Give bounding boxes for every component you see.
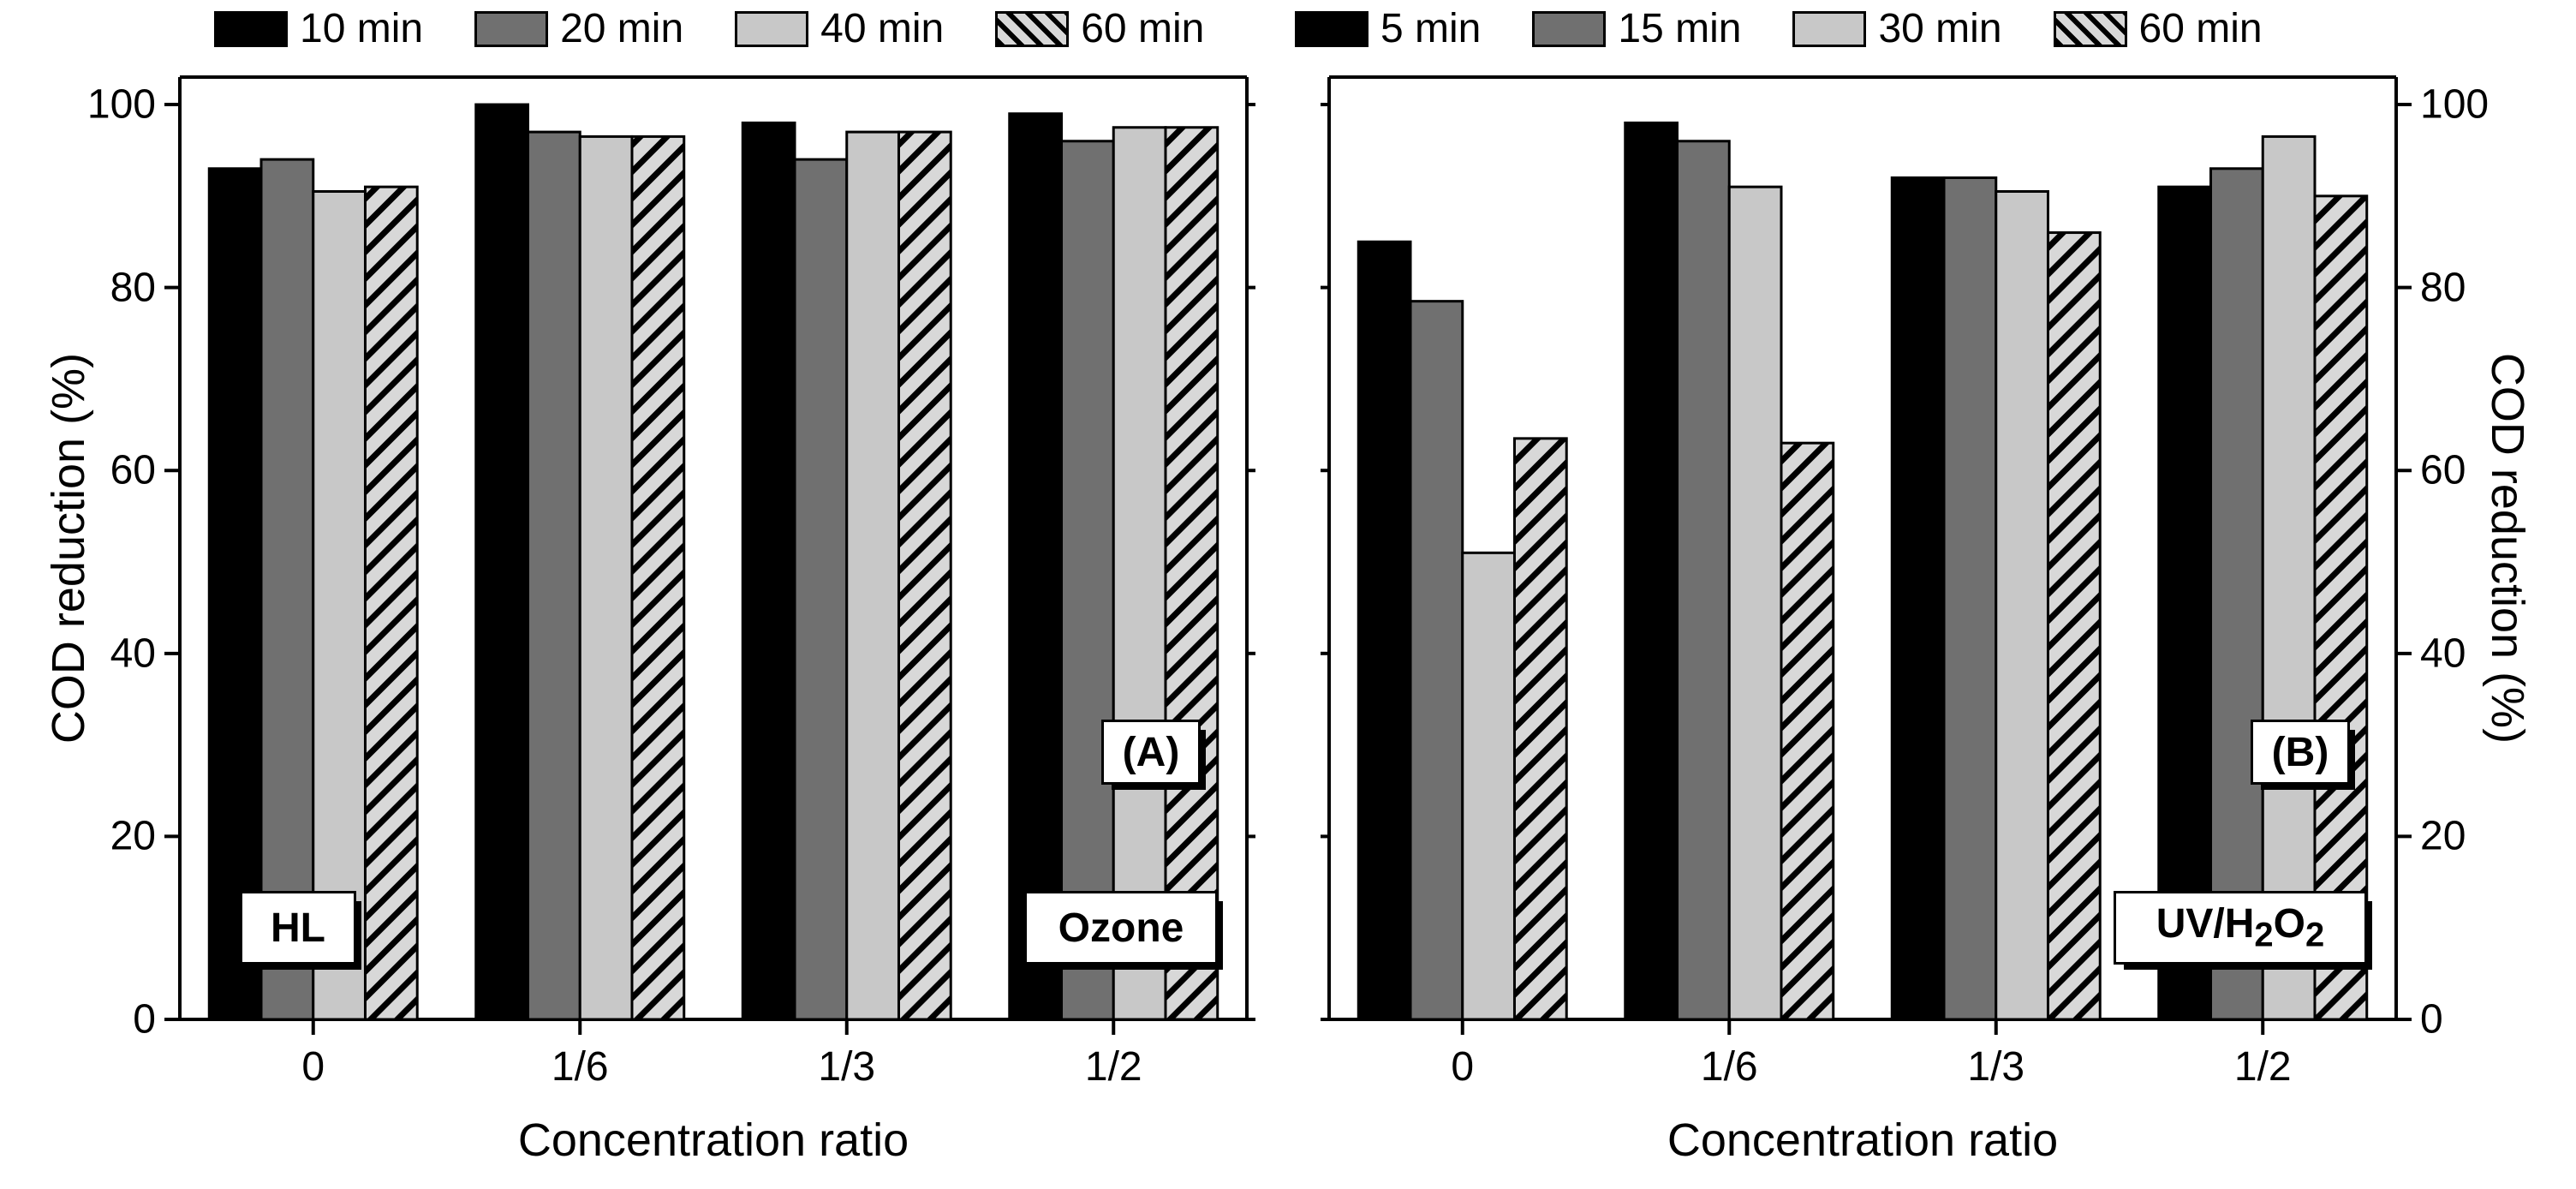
legend-item: 60 min (2054, 5, 2263, 52)
legend-label: 20 min (560, 5, 683, 52)
tick-label: 40 (2420, 630, 2466, 677)
tick-label: 1/6 (1701, 1043, 1758, 1090)
figure-root: { "figure": { "width_px": 3008, "height_… (0, 0, 2576, 1189)
y-axis-label-right: COD reduction (%) (2481, 206, 2534, 891)
tick-label: 0 (1451, 1043, 1474, 1090)
tick-label: 1/6 (552, 1043, 609, 1090)
legend-swatch (474, 11, 548, 47)
tick-label: 80 (2420, 264, 2466, 311)
tick-label: 1/2 (1085, 1043, 1142, 1090)
legend-label: 5 min (1380, 5, 1481, 52)
panel-b-uvh2o2-label: UV/H2O2 (2114, 891, 2367, 965)
legend-label: 40 min (820, 5, 944, 52)
panel-a-ozone-label: Ozone (1024, 891, 1218, 965)
legend-label: 15 min (1618, 5, 1741, 52)
legend-item: 10 min (214, 5, 423, 52)
legend-item: 30 min (1792, 5, 2001, 52)
tick-label: 0 (2420, 996, 2443, 1043)
chart-svg (0, 0, 2576, 1189)
panel-a-hl-label: HL (240, 891, 356, 965)
tick-label: 1/3 (1967, 1043, 2024, 1090)
x-axis-label-a: Concentration ratio (491, 1114, 936, 1167)
legend-label: 60 min (2139, 5, 2263, 52)
legend-item: 40 min (735, 5, 944, 52)
tick-label: 1/2 (2234, 1043, 2292, 1090)
legend-swatch (995, 11, 1069, 47)
legend-panel-b: 5 min 15 min 30 min 60 min (1295, 5, 2576, 52)
legend-swatch (1532, 11, 1606, 47)
legend-swatch (735, 11, 808, 47)
panel-b-tag: (B) (2251, 720, 2350, 785)
x-axis-label-b: Concentration ratio (1640, 1114, 2085, 1167)
legend-item: 20 min (474, 5, 683, 52)
tick-label: 20 (2420, 813, 2466, 860)
tick-label: 100 (2420, 81, 2489, 128)
panel-a-tag: (A) (1101, 720, 1201, 785)
legend-item: 5 min (1295, 5, 1481, 52)
legend-label: 10 min (300, 5, 423, 52)
tick-label: 0 (301, 1043, 325, 1090)
y-axis-label-left: COD reduction (%) (42, 206, 95, 891)
tick-label: 1/3 (818, 1043, 875, 1090)
legend-swatch (2054, 11, 2127, 47)
bars-layer (209, 105, 2366, 1019)
legend-item: 15 min (1532, 5, 1741, 52)
tick-label: 60 (2420, 447, 2466, 494)
legend-swatch (1792, 11, 1866, 47)
legend-item: 60 min (995, 5, 1204, 52)
legend-swatch (1295, 11, 1368, 47)
legend-label: 30 min (1878, 5, 2001, 52)
legend-swatch (214, 11, 288, 47)
legend-label: 60 min (1081, 5, 1204, 52)
